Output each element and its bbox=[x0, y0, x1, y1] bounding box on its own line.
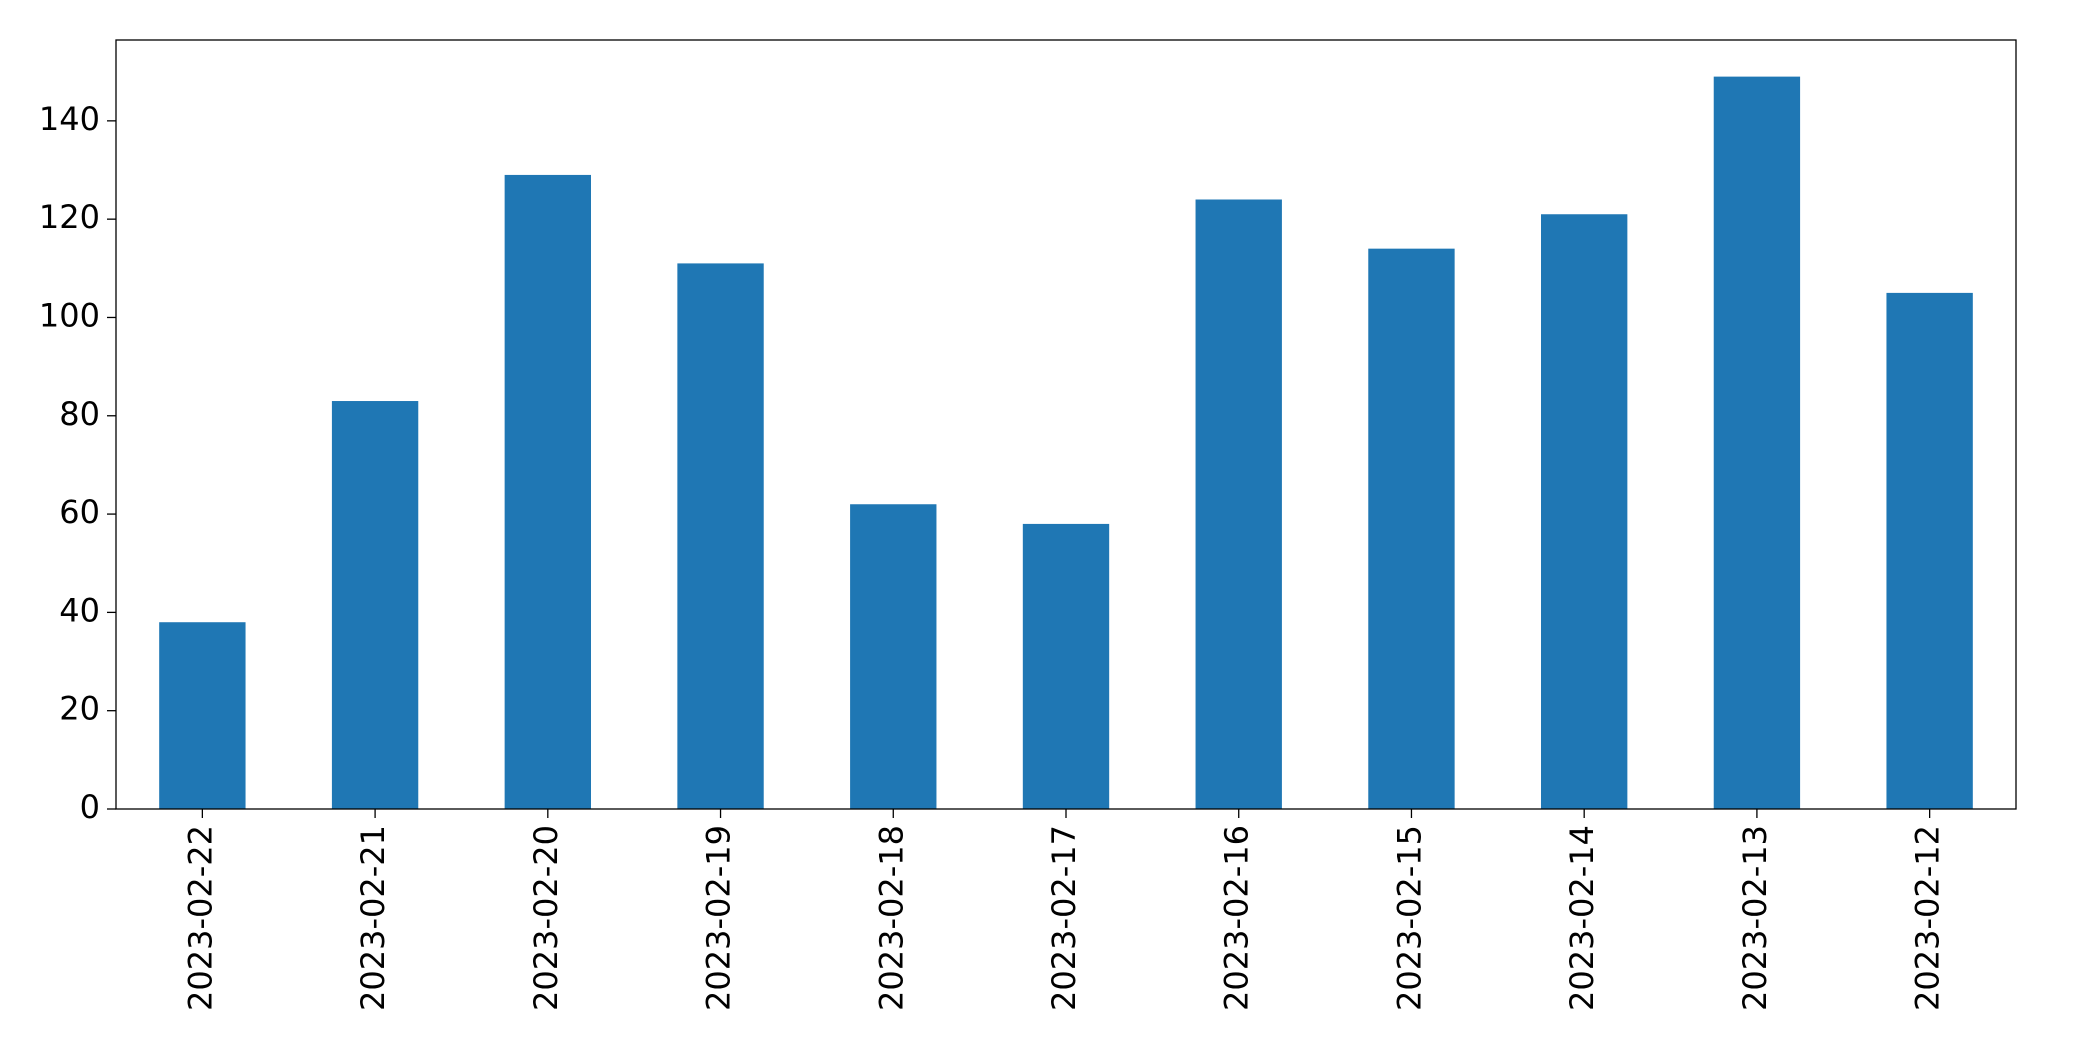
x-tick-label: 2023-02-12 bbox=[1909, 825, 1947, 1011]
x-tick-label: 2023-02-20 bbox=[527, 825, 565, 1011]
x-tick-label: 2023-02-18 bbox=[872, 825, 910, 1011]
bar bbox=[850, 504, 937, 809]
x-tick-label: 2023-02-15 bbox=[1390, 825, 1428, 1011]
bar bbox=[1022, 523, 1110, 809]
y-tick-label: 60 bbox=[59, 493, 100, 531]
bar bbox=[331, 401, 419, 809]
y-tick-label: 80 bbox=[59, 395, 100, 433]
bar bbox=[677, 263, 764, 809]
x-tick-label: 2023-02-19 bbox=[700, 825, 738, 1011]
y-tick-label: 20 bbox=[59, 690, 100, 728]
x-tick-label: 2023-02-14 bbox=[1563, 825, 1601, 1011]
bar bbox=[1713, 76, 1801, 810]
x-tick-label: 2023-02-17 bbox=[1045, 825, 1083, 1011]
bar bbox=[504, 174, 591, 809]
bar bbox=[159, 622, 246, 809]
x-tick-label: 2023-02-16 bbox=[1218, 825, 1256, 1011]
bar bbox=[1195, 199, 1282, 809]
x-tick-label: 2023-02-21 bbox=[354, 825, 392, 1011]
y-tick-label: 0 bbox=[80, 788, 100, 826]
x-tick-label: 2023-02-22 bbox=[181, 825, 219, 1011]
y-tick-label: 120 bbox=[39, 198, 100, 236]
y-tick-label: 100 bbox=[39, 296, 100, 334]
bar bbox=[1886, 292, 1973, 810]
y-tick-label: 140 bbox=[39, 100, 100, 138]
bar bbox=[1541, 214, 1628, 809]
x-tick-label: 2023-02-13 bbox=[1736, 825, 1774, 1011]
bar bbox=[1368, 248, 1455, 809]
y-tick-label: 40 bbox=[59, 591, 100, 629]
plot-frame bbox=[115, 39, 2017, 810]
